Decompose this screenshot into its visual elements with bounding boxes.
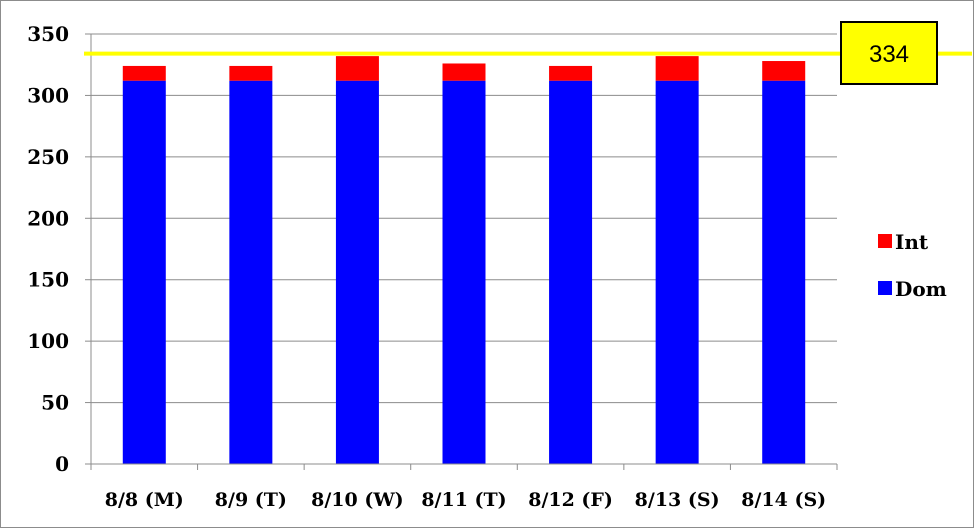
bar-segment-dom (549, 80, 593, 464)
x-category-label: 8/10 (W) (311, 489, 404, 511)
legend-swatch-dom (878, 281, 892, 295)
bar-segment-int (335, 56, 379, 81)
bar-segment-dom (229, 80, 273, 464)
reference-callout-box (840, 21, 938, 85)
x-category-label: 8/11 (T) (421, 489, 506, 511)
bar-segment-int (442, 63, 486, 81)
y-tick-label: 200 (27, 206, 69, 230)
bar-segment-int (549, 65, 593, 81)
bar-segment-dom (335, 80, 379, 464)
y-tick-label: 300 (27, 83, 69, 107)
x-category-label: 8/8 (M) (105, 489, 184, 511)
x-category-label: 8/12 (F) (528, 489, 613, 511)
x-category-label: 8/9 (T) (215, 489, 287, 511)
bars (122, 56, 806, 464)
legend-swatch-int (878, 234, 892, 248)
legend-label-int: Int (895, 230, 929, 254)
x-category-label: 8/14 (S) (741, 489, 826, 511)
y-tick-label: 350 (27, 22, 69, 46)
reference-line-group: 334 (84, 21, 972, 85)
bar-segment-dom (655, 80, 699, 464)
bar-segment-dom (442, 80, 486, 464)
bar-segment-dom (122, 80, 166, 464)
reference-callout-label: 334 (869, 41, 909, 68)
bar-segment-int (655, 56, 699, 81)
y-tick-label: 150 (27, 268, 69, 292)
bar-segment-dom (762, 80, 806, 464)
legend: Int Dom (878, 230, 947, 301)
axes: 0 50 100 150 200 250 300 350 8/8 (M) 8/9 (T) 8/10 … (27, 22, 838, 511)
bar-segment-int (229, 65, 273, 81)
y-tick-label: 250 (27, 145, 69, 169)
y-tick-label: 50 (41, 391, 69, 415)
y-tick-label: 100 (27, 329, 69, 353)
legend-label-dom: Dom (895, 277, 947, 301)
bar-segment-int (122, 65, 166, 81)
bar-segment-int (762, 61, 806, 81)
y-tick-label: 0 (55, 452, 69, 476)
x-category-label: 8/13 (S) (635, 489, 720, 511)
